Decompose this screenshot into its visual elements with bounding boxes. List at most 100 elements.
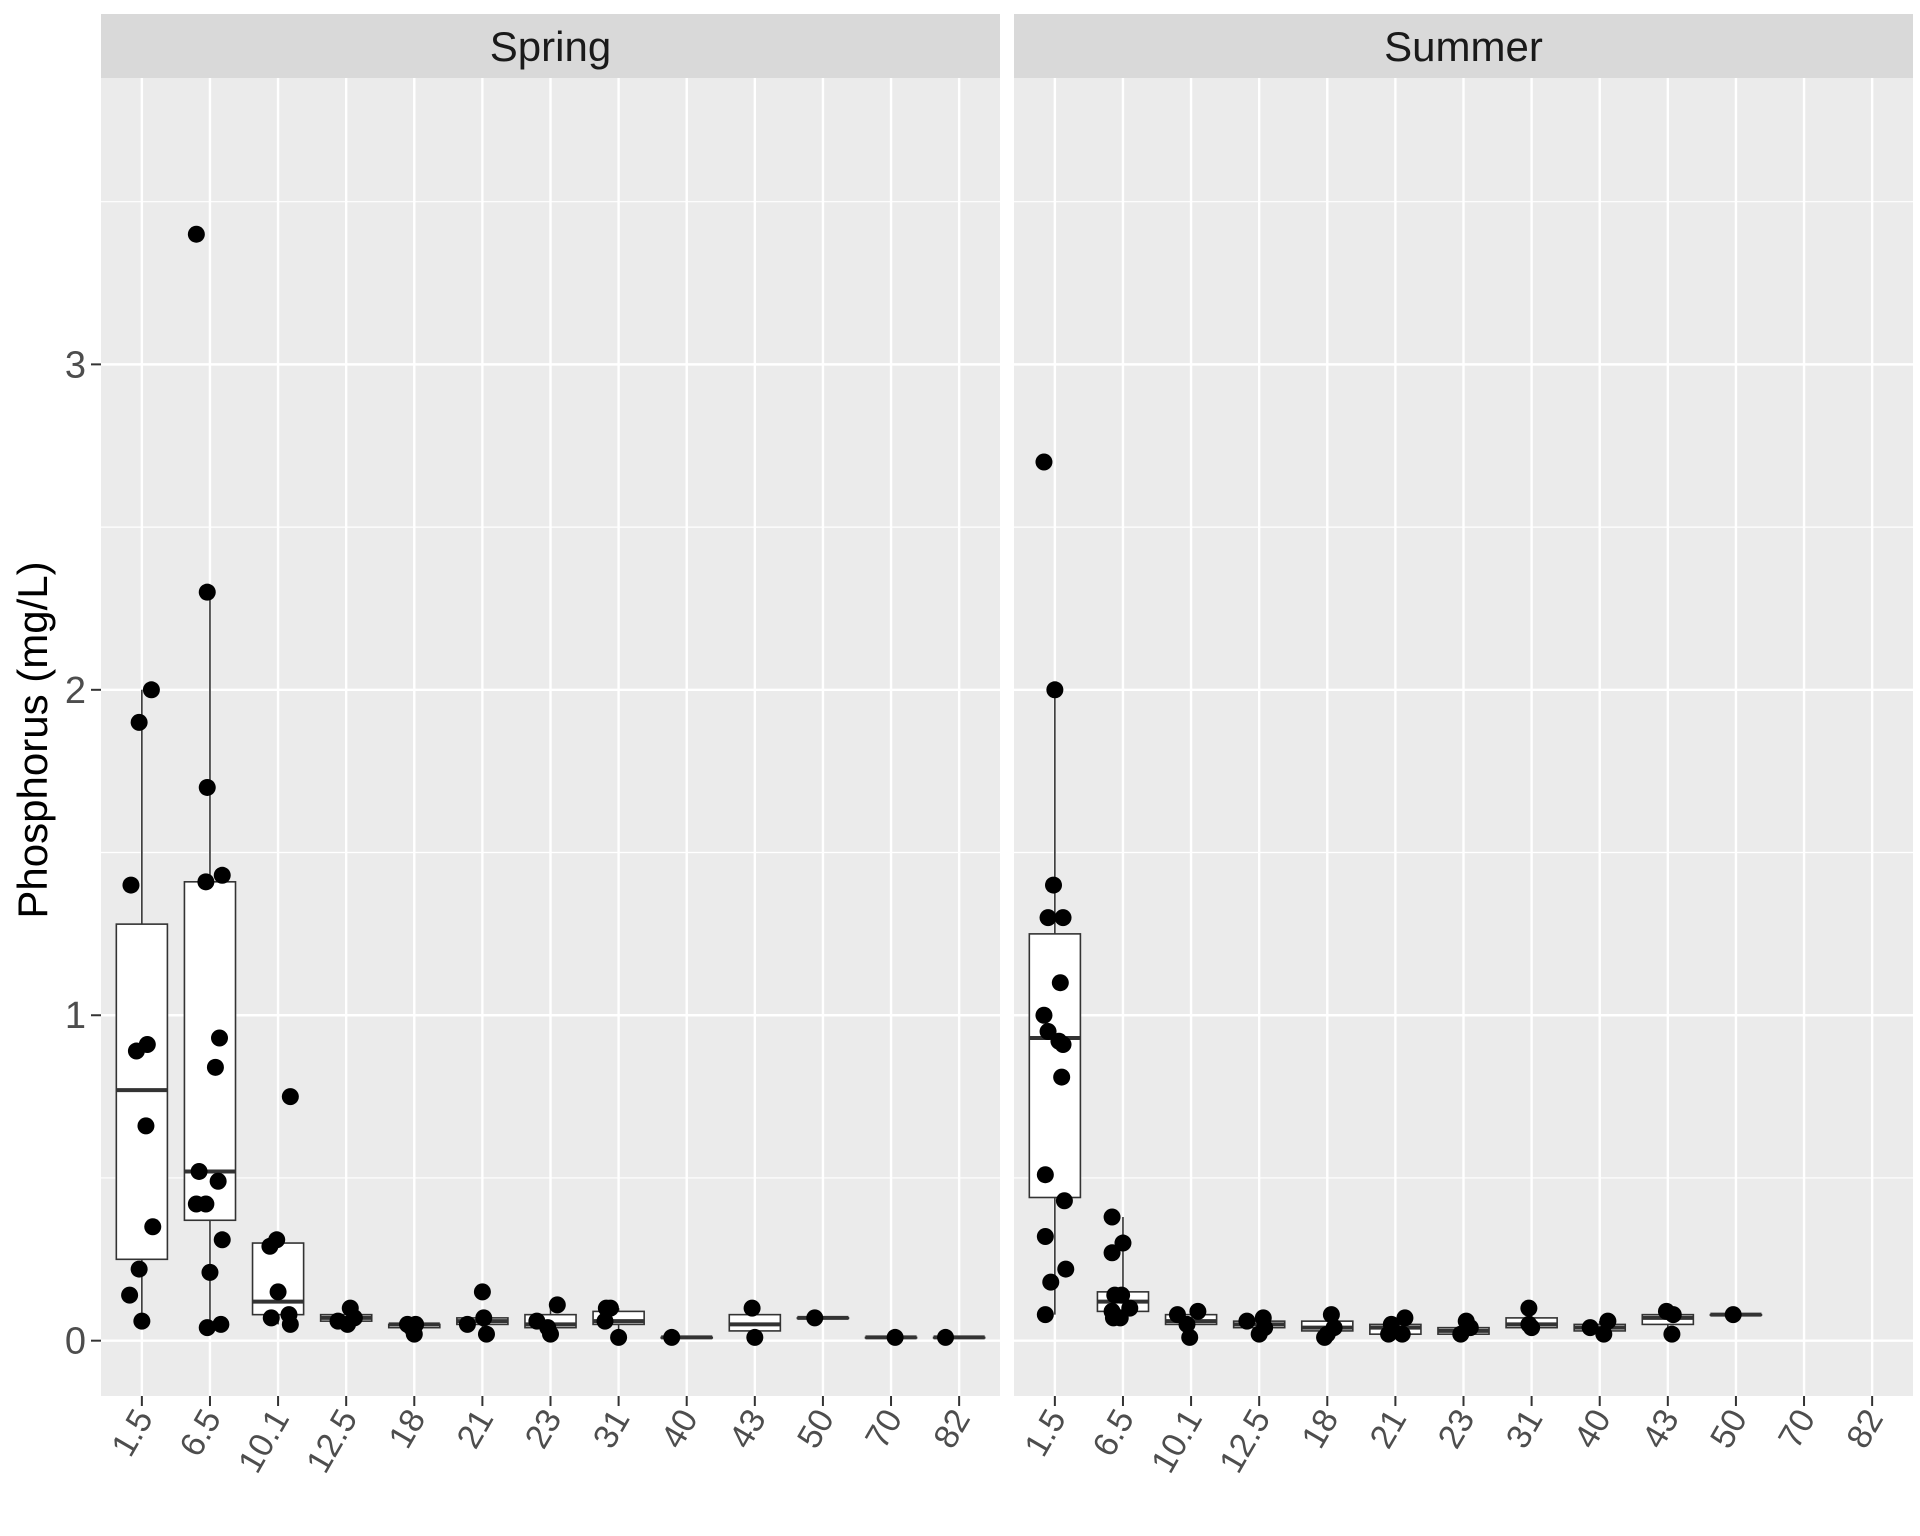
data-point <box>122 876 140 894</box>
x-tick-label-43: 43 <box>1635 1403 1687 1455</box>
data-point <box>1238 1312 1256 1330</box>
data-point <box>201 1263 219 1281</box>
x-tick-label-43: 43 <box>722 1403 774 1455</box>
x-tick-label-82: 82 <box>926 1403 978 1455</box>
data-point <box>198 778 216 796</box>
x-tick-label-31: 31 <box>1499 1403 1551 1455</box>
facet-strip <box>101 14 1000 78</box>
data-point <box>133 1312 151 1330</box>
data-point <box>1054 909 1072 927</box>
data-point <box>477 1325 495 1343</box>
facet-strip <box>1014 14 1913 78</box>
x-tick-label-40: 40 <box>1567 1403 1619 1455</box>
x-tick-label-6.5: 6.5 <box>1085 1403 1142 1463</box>
data-point <box>190 1162 208 1180</box>
data-point <box>130 1260 148 1278</box>
data-point <box>262 1309 280 1327</box>
data-point <box>1393 1325 1411 1343</box>
x-tick-label-10.1: 10.1 <box>231 1403 297 1479</box>
data-point <box>663 1328 681 1346</box>
x-tick-label-1.5: 1.5 <box>104 1403 161 1463</box>
box-iqr <box>1028 933 1082 1199</box>
x-tick-label-21: 21 <box>449 1403 501 1455</box>
data-point <box>1581 1319 1599 1337</box>
x-tick-label-23: 23 <box>518 1403 570 1455</box>
facet-panel-summer: Summer 1.5 6.5 10.1 12.5 18 21 23 31 40 43 50 70 82 <box>1014 14 1913 1479</box>
data-point <box>937 1328 955 1346</box>
x-tick-label-6.5: 6.5 <box>172 1403 229 1463</box>
x-tick-label-23: 23 <box>1431 1403 1483 1455</box>
data-point <box>1036 1166 1054 1184</box>
data-point <box>1520 1299 1538 1317</box>
data-point <box>138 1036 156 1054</box>
data-point <box>187 225 205 243</box>
data-point <box>1595 1325 1613 1343</box>
data-point <box>1103 1208 1121 1226</box>
y-axis-ticks: 0 1 2 3 <box>65 344 101 1363</box>
x-tick-label-82: 82 <box>1839 1403 1891 1455</box>
data-point <box>197 873 215 891</box>
data-point <box>1250 1325 1268 1343</box>
data-point <box>1189 1302 1207 1320</box>
data-point <box>261 1237 279 1255</box>
data-point <box>1057 1260 1075 1278</box>
data-point <box>458 1315 476 1333</box>
data-point <box>1035 1006 1053 1024</box>
data-point <box>405 1325 423 1343</box>
data-point <box>1380 1325 1398 1343</box>
data-point <box>1724 1306 1742 1324</box>
data-point <box>339 1315 357 1333</box>
data-point <box>1114 1234 1132 1252</box>
x-tick-label-18: 18 <box>1294 1403 1346 1455</box>
data-point <box>610 1328 628 1346</box>
data-point <box>1178 1315 1196 1333</box>
data-point <box>144 1218 162 1236</box>
data-point <box>886 1328 904 1346</box>
facet-strip-label: Summer <box>1384 23 1543 70</box>
box-6.5 <box>183 592 237 1328</box>
data-point <box>746 1328 764 1346</box>
data-point <box>281 1088 299 1106</box>
data-point <box>1036 1306 1054 1324</box>
data-point <box>1663 1325 1681 1343</box>
facet-panel-spring: Spring 1.5 6.5 10.1 12.5 18 21 23 31 40 43 50 70 82 <box>101 14 1000 1479</box>
data-point <box>213 1231 231 1249</box>
y-axis-title: Phosphorus (mg/L) <box>9 561 56 918</box>
data-point <box>1054 1036 1072 1054</box>
data-point <box>281 1315 299 1333</box>
data-point <box>1599 1312 1617 1330</box>
data-point <box>197 1195 215 1213</box>
data-point <box>1396 1309 1414 1327</box>
x-tick-label-50: 50 <box>1703 1403 1755 1455</box>
data-point <box>269 1283 287 1301</box>
data-point <box>198 583 216 601</box>
data-point <box>1452 1325 1470 1343</box>
data-point <box>1181 1328 1199 1346</box>
x-tick-label-70: 70 <box>1771 1403 1823 1455</box>
data-point <box>1039 1023 1057 1041</box>
data-point <box>806 1309 824 1327</box>
data-point <box>198 1319 216 1337</box>
data-point <box>596 1312 614 1330</box>
data-point <box>473 1283 491 1301</box>
data-point <box>601 1299 619 1317</box>
data-point <box>212 1315 230 1333</box>
data-point <box>1045 876 1063 894</box>
data-point <box>206 1058 224 1076</box>
data-point <box>1111 1309 1129 1327</box>
y-tick-label-1: 1 <box>65 995 86 1037</box>
box-iqr <box>251 1242 305 1316</box>
data-point <box>1051 974 1069 992</box>
x-tick-label-21: 21 <box>1362 1403 1414 1455</box>
data-point <box>137 1117 155 1135</box>
data-point <box>542 1325 559 1343</box>
data-point <box>1042 1273 1060 1291</box>
data-point <box>548 1296 566 1314</box>
x-tick-label-50: 50 <box>790 1403 842 1455</box>
data-point <box>1036 1228 1054 1246</box>
facet-strip-label: Spring <box>490 23 611 70</box>
data-point <box>213 866 231 884</box>
data-point <box>475 1309 493 1327</box>
data-point <box>121 1286 139 1304</box>
